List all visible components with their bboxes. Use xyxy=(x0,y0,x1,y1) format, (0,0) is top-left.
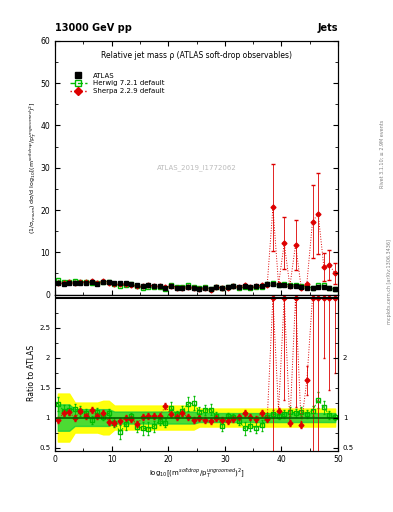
Text: mcplots.cern.ch [arXiv:1306.3436]: mcplots.cern.ch [arXiv:1306.3436] xyxy=(387,239,391,324)
Text: 13000 GeV pp: 13000 GeV pp xyxy=(55,23,132,33)
Text: ATLAS_2019_I1772062: ATLAS_2019_I1772062 xyxy=(157,164,236,171)
Y-axis label: (1/σ$_{resum}$) dσ/d log$_{10}$[(m$^{soft drop}$/p$_T^{ungroomed}$)$^2$]: (1/σ$_{resum}$) dσ/d log$_{10}$[(m$^{sof… xyxy=(28,101,39,234)
X-axis label: log$_{10}$[(m$^{soft drop}$/p$_T^{ungroomed}$)$^2$]: log$_{10}$[(m$^{soft drop}$/p$_T^{ungroo… xyxy=(149,467,244,480)
Text: Rivet 3.1.10; ≥ 2.9M events: Rivet 3.1.10; ≥ 2.9M events xyxy=(380,119,384,188)
Legend: ATLAS, Herwig 7.2.1 default, Sherpa 2.2.9 default: ATLAS, Herwig 7.2.1 default, Sherpa 2.2.… xyxy=(67,70,167,97)
Y-axis label: Ratio to ATLAS: Ratio to ATLAS xyxy=(27,345,36,400)
Text: Relative jet mass ρ (ATLAS soft-drop observables): Relative jet mass ρ (ATLAS soft-drop obs… xyxy=(101,51,292,60)
Text: Jets: Jets xyxy=(318,23,338,33)
